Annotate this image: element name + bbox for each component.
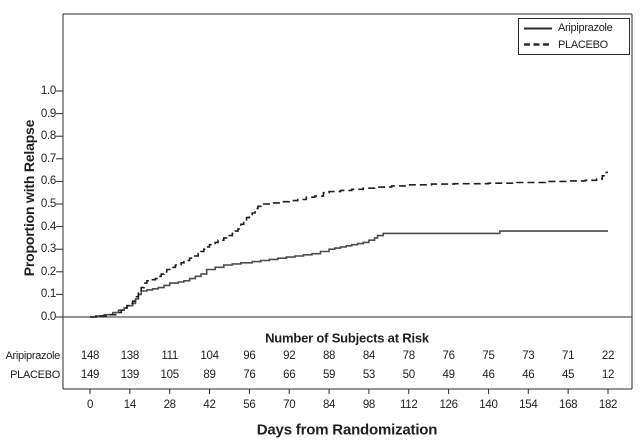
x-tick-label: 98 xyxy=(362,399,376,411)
risk-cell: 46 xyxy=(522,369,535,381)
risk-cell: 84 xyxy=(362,350,376,362)
y-tick-label: 0.0 xyxy=(40,311,56,323)
y-tick-label: 0.7 xyxy=(40,152,56,165)
x-tick-label: 168 xyxy=(558,399,578,411)
risk-cell: 59 xyxy=(322,369,336,381)
risk-cell: 12 xyxy=(601,369,615,381)
x-tick-label: 84 xyxy=(322,399,336,411)
x-tick-label: 112 xyxy=(400,399,418,411)
risk-cell: 78 xyxy=(402,350,416,362)
risk-cell: 76 xyxy=(243,369,256,381)
y-tick-label: 0.6 xyxy=(40,175,56,188)
risk-cell: 45 xyxy=(562,369,575,381)
x-tick-label: 70 xyxy=(283,399,296,411)
legend: Aripiprazole PLACEBO xyxy=(518,18,630,55)
legend-label-aripiprazole: Aripiprazole xyxy=(558,22,613,35)
risk-cell: 50 xyxy=(402,369,416,381)
y-tick-label: 0.5 xyxy=(40,198,56,210)
dashed-line-icon xyxy=(524,43,552,46)
risk-cell: 148 xyxy=(80,350,100,362)
solid-line-icon xyxy=(524,27,552,30)
x-tick-label: 140 xyxy=(479,399,498,411)
risk-cell: 71 xyxy=(562,350,575,362)
legend-item-placebo: PLACEBO xyxy=(523,38,625,52)
x-tick-label: 154 xyxy=(519,399,538,411)
risk-cell: 138 xyxy=(120,350,140,362)
risk-cell: 76 xyxy=(442,350,456,362)
risk-cell: 92 xyxy=(283,350,296,362)
risk-cell: 89 xyxy=(203,369,216,381)
x-axis-title: Days from Randomization xyxy=(256,421,438,439)
y-tick-label: 0.4 xyxy=(40,220,56,233)
aripiprazole-curve xyxy=(90,230,608,318)
x-tick-label: 56 xyxy=(243,399,256,411)
risk-cell: 53 xyxy=(362,369,376,381)
risk-cell: 73 xyxy=(522,350,535,362)
legend-item-aripiprazole: Aripiprazole xyxy=(523,21,625,35)
risk-cell: 88 xyxy=(322,350,336,362)
y-tick-label: 0.3 xyxy=(40,243,56,256)
risk-row-label-aripiprazole: Aripiprazole xyxy=(5,350,61,362)
risk-cell: 139 xyxy=(120,369,140,381)
risk-cell: 49 xyxy=(442,369,456,381)
y-tick-label: 0.2 xyxy=(40,265,56,278)
risk-cell: 111 xyxy=(161,350,178,362)
risk-cell: 96 xyxy=(243,350,256,362)
y-tick-label: 0.8 xyxy=(40,130,56,143)
risk-cell: 22 xyxy=(601,350,615,362)
risk-cell: 75 xyxy=(482,350,495,362)
risk-cell: 66 xyxy=(283,369,296,381)
risk-table-title: Number of Subjects at Risk xyxy=(265,330,429,346)
x-tick-label: 28 xyxy=(163,399,177,411)
risk-cell: 105 xyxy=(160,369,180,381)
legend-label-placebo: PLACEBO xyxy=(558,38,608,51)
x-tick-label: 182 xyxy=(598,399,618,411)
y-tick-label: 0.9 xyxy=(40,107,56,120)
x-tick-label: 42 xyxy=(203,399,216,411)
risk-row-label-placebo: PLACEBO xyxy=(10,369,60,381)
x-tick-label: 14 xyxy=(123,399,137,411)
x-tick-label: 126 xyxy=(439,399,458,411)
y-tick-label: 0.1 xyxy=(40,288,56,301)
x-tick-label: 0 xyxy=(86,399,94,411)
risk-cell: 46 xyxy=(482,369,495,381)
risk-cell: 104 xyxy=(200,350,219,362)
risk-cell: 149 xyxy=(80,369,100,381)
placebo-curve xyxy=(90,171,608,318)
y-tick-label: 1.0 xyxy=(40,85,56,97)
